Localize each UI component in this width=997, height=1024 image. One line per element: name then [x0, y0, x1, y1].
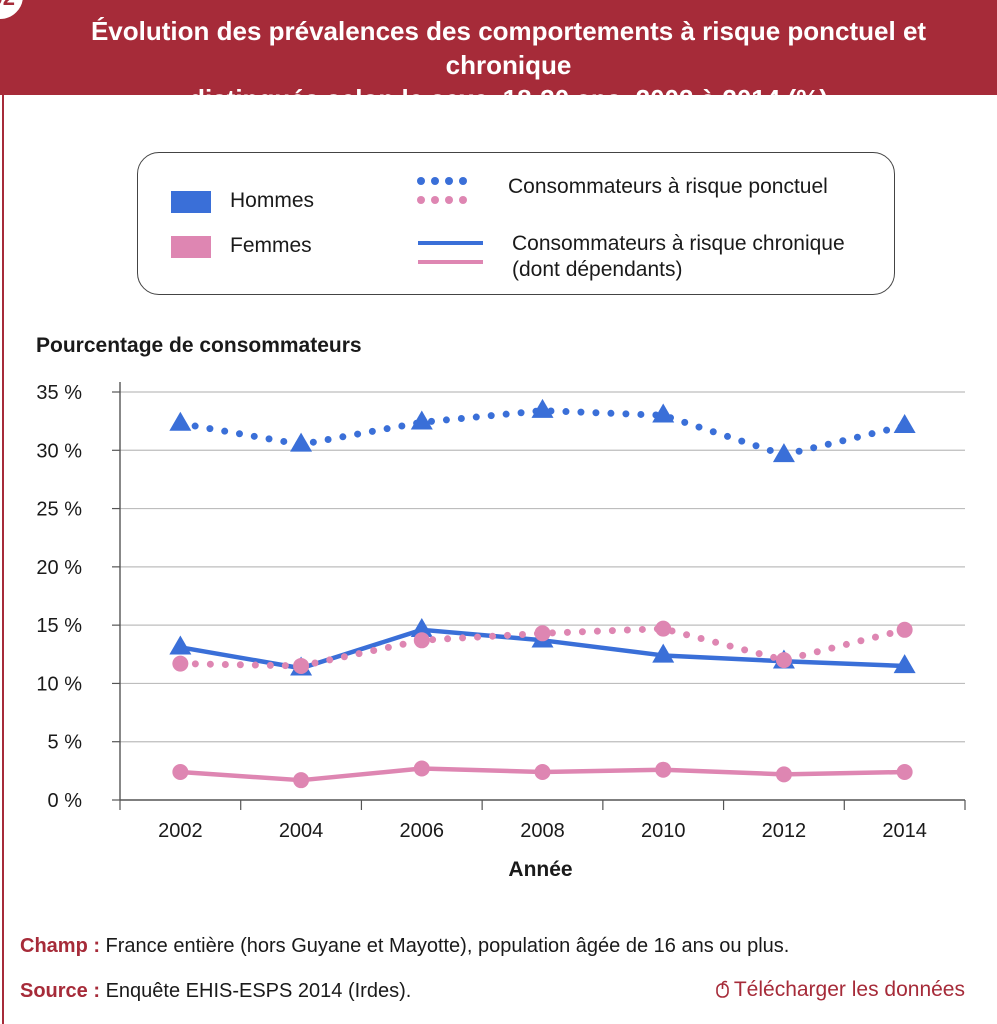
- y-tick-label: 20 %: [36, 557, 82, 579]
- y-tick-label: 5 %: [48, 732, 83, 754]
- data-point-circle: [293, 657, 310, 674]
- y-tick-label: 0 %: [48, 790, 83, 812]
- data-point-circle: [655, 761, 672, 778]
- y-tick-label: 35 %: [36, 382, 82, 404]
- data-point-triangle: [169, 635, 192, 655]
- data-point-circle: [293, 772, 310, 789]
- data-point-circle: [775, 766, 792, 783]
- x-tick-label: 2014: [882, 820, 927, 842]
- series-hommes-ponctuel: [169, 398, 916, 463]
- x-axis-title: Année: [508, 858, 572, 881]
- chart-title: Évolution des prévalences des comporteme…: [30, 14, 987, 116]
- legend-dotted-samples: [417, 177, 467, 204]
- chart-legend: Hommes Femmes Consommateurs à risque pon…: [137, 152, 895, 295]
- data-point-circle: [534, 625, 551, 642]
- download-label[interactable]: Télécharger les données: [733, 978, 965, 1001]
- legend-dotted-femmes: [417, 196, 467, 204]
- x-tick-label: 2008: [520, 820, 565, 842]
- data-point-triangle: [410, 410, 433, 430]
- data-point-triangle: [652, 403, 675, 423]
- series-group: [169, 398, 916, 789]
- data-point-triangle: [290, 432, 313, 452]
- title-line-2: distingués selon le sexe, 18-30 ans, 200…: [189, 84, 828, 114]
- legend-dotted-hommes: [417, 177, 467, 185]
- y-tick-label: 15 %: [36, 615, 82, 637]
- gridlines: [120, 391, 965, 743]
- legend-label-ponctuel: Consommateurs à risque ponctuel: [508, 175, 828, 198]
- data-point-triangle: [169, 411, 192, 431]
- legend-label-femmes: Femmes: [230, 234, 312, 257]
- data-point-triangle: [772, 443, 795, 463]
- series-femmes-chronique: [172, 760, 913, 789]
- champ-text: France entière (hors Guyane et Mayotte),…: [100, 935, 790, 957]
- series-femmes-ponctuel: [172, 620, 913, 674]
- legend-label-hommes: Hommes: [230, 189, 315, 212]
- chart-header: 02 Évolution des prévalences des comport…: [0, 0, 997, 114]
- data-point-triangle: [652, 643, 675, 663]
- y-tick-label: 10 %: [36, 673, 82, 695]
- title-line-1: Évolution des prévalences des comporteme…: [90, 16, 927, 80]
- data-point-circle: [413, 632, 430, 649]
- data-point-circle: [896, 621, 913, 638]
- data-point-circle: [655, 620, 672, 637]
- data-point-circle: [896, 764, 913, 781]
- source-label: Source :: [20, 980, 101, 1002]
- data-point-circle: [775, 652, 792, 669]
- data-point-circle: [534, 764, 551, 781]
- data-point-triangle: [531, 398, 554, 418]
- data-point-triangle: [893, 414, 916, 434]
- x-tick-label: 2002: [158, 820, 203, 842]
- source-text: Enquête EHIS-ESPS 2014 (Irdes).: [100, 980, 412, 1002]
- legend-label-chronique: Consommateurs à risque chronique (dont d…: [512, 232, 845, 281]
- data-point-circle: [172, 655, 189, 672]
- data-point-triangle: [410, 618, 433, 638]
- axes: [112, 382, 966, 810]
- footer-champ: Champ : France entière (hors Guyane et M…: [20, 935, 789, 958]
- champ-label: Champ :: [20, 935, 100, 957]
- y-tick-label: 25 %: [36, 499, 82, 521]
- data-point-circle: [172, 764, 189, 781]
- y-tick-label: 30 %: [36, 440, 82, 462]
- legend-swatch-femmes: [171, 236, 211, 258]
- x-tick-label: 2010: [641, 820, 686, 842]
- x-tick-label: 2004: [279, 820, 324, 842]
- x-tick-label: 2006: [400, 820, 445, 842]
- footer-source: Source : Enquête EHIS-ESPS 2014 (Irdes).: [20, 980, 411, 1003]
- y-axis-title: Pourcentage de consommateurs: [36, 334, 362, 357]
- frame-border: [2, 95, 4, 1024]
- data-point-triangle: [893, 654, 916, 674]
- data-point-circle: [413, 760, 430, 777]
- legend-swatch-hommes: [171, 191, 211, 213]
- tick-labels: 0 % 5 % 10 % 15 % 20 % 25 % 30 % 35 % 2002 2004 20…: [36, 382, 926, 881]
- download-data-link[interactable]: Télécharger les données: [716, 978, 965, 1002]
- legend-solid-samples: [418, 241, 483, 264]
- x-tick-label: 2012: [762, 820, 807, 842]
- mouse-icon: [716, 980, 729, 998]
